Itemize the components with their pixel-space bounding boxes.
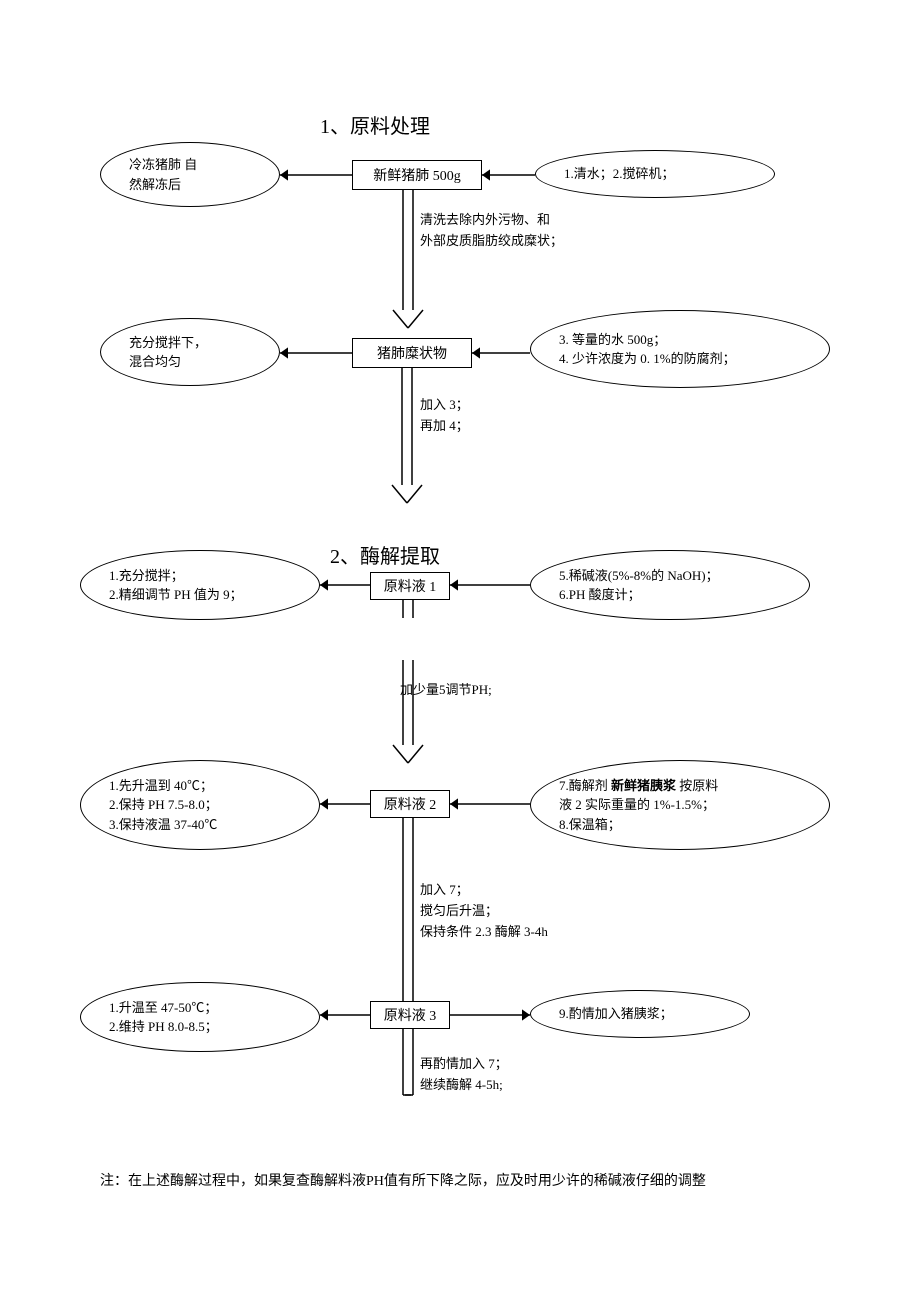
connectors: [0, 0, 920, 1301]
